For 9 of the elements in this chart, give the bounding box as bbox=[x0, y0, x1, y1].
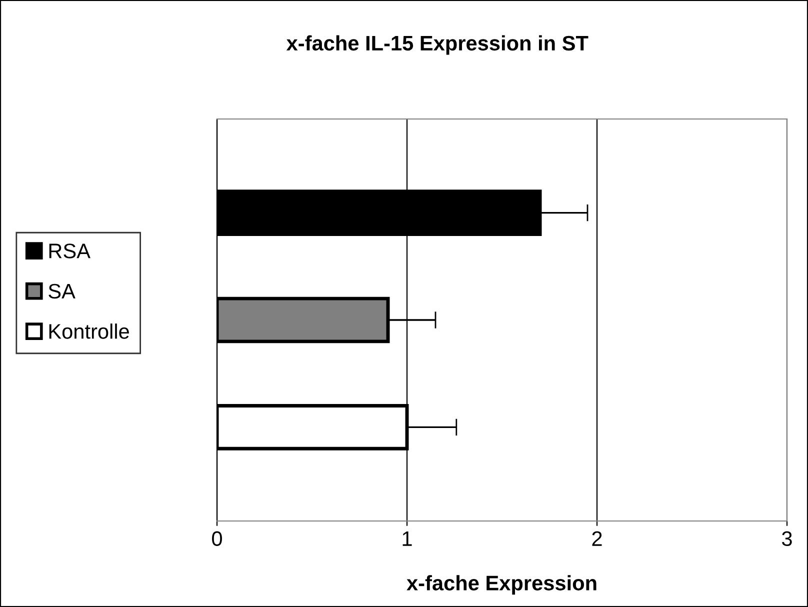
x-axis-title: x-fache Expression bbox=[406, 575, 596, 595]
legend-label: RSA bbox=[49, 244, 90, 258]
legend-label: SA bbox=[48, 284, 76, 299]
x-tick-label: 3 bbox=[782, 531, 792, 546]
x-tick-label: 1 bbox=[402, 531, 412, 546]
x-tick-label: 0 bbox=[212, 531, 222, 546]
x-tick-label: 2 bbox=[592, 531, 602, 546]
chart-title: x-fache IL-15 Expression in ST bbox=[286, 35, 588, 55]
legend-label: Kontrolle bbox=[49, 324, 129, 339]
